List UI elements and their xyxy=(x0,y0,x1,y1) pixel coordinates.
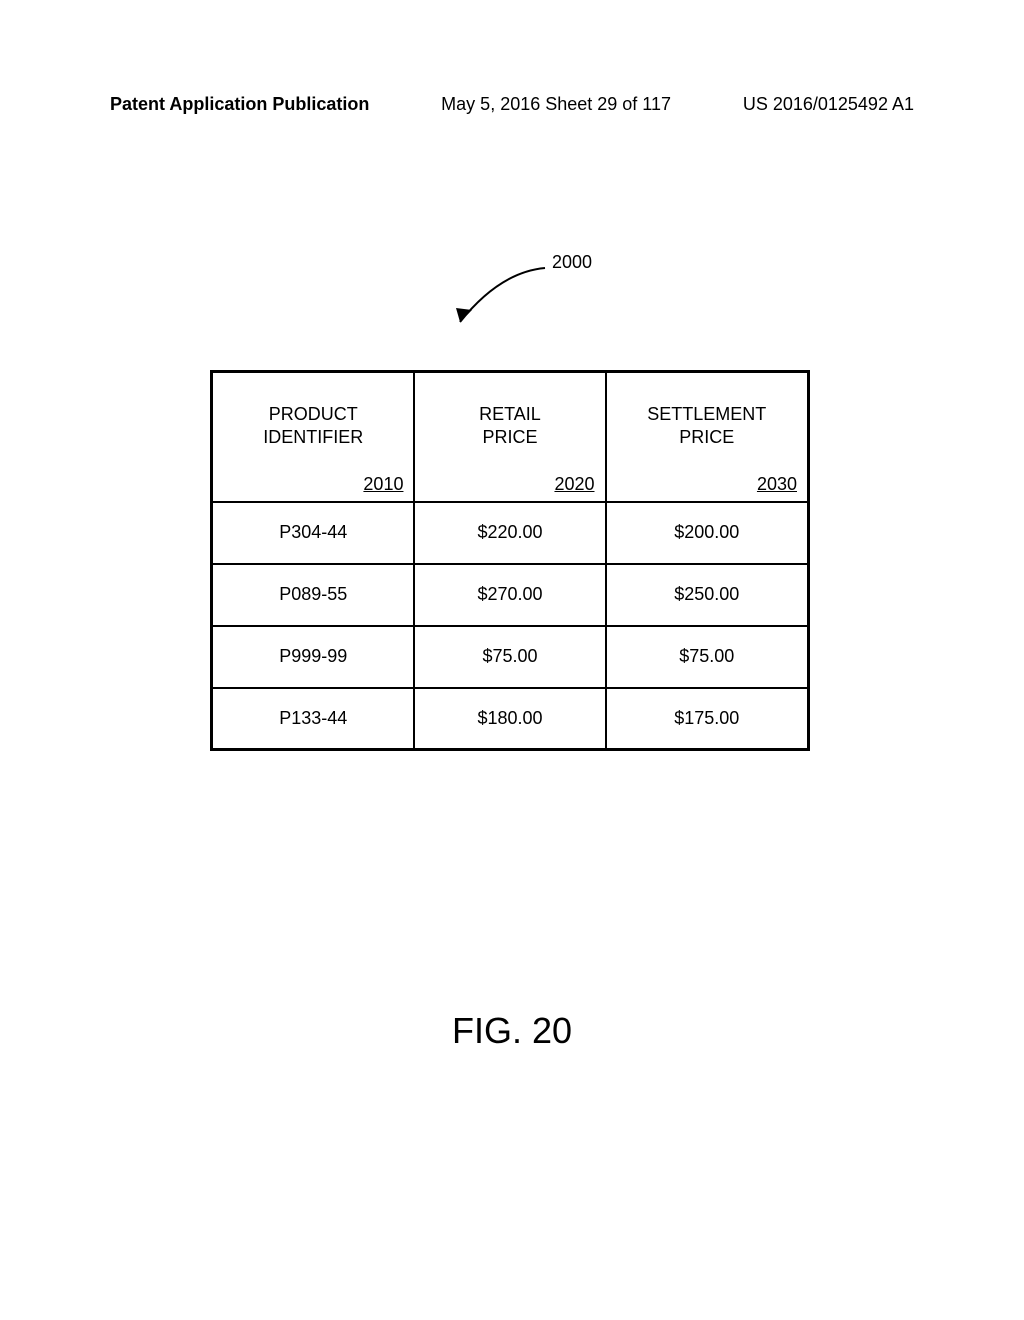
cell-product: P304-44 xyxy=(212,502,415,564)
header-right: US 2016/0125492 A1 xyxy=(743,94,914,115)
figure-caption: FIG. 20 xyxy=(0,1010,1024,1052)
table-header-row: PRODUCT IDENTIFIER 2010 RETAIL PRICE 202… xyxy=(212,372,809,502)
col-title-line: SETTLEMENT xyxy=(647,404,766,424)
table-row: P999-99 $75.00 $75.00 xyxy=(212,626,809,688)
col-title-line: PRODUCT xyxy=(269,404,358,424)
col-title-line: PRICE xyxy=(679,427,734,447)
cell-settlement: $200.00 xyxy=(606,502,809,564)
table-row: P304-44 $220.00 $200.00 xyxy=(212,502,809,564)
table-row: P089-55 $270.00 $250.00 xyxy=(212,564,809,626)
col-title-line: RETAIL xyxy=(479,404,541,424)
table-row: P133-44 $180.00 $175.00 xyxy=(212,688,809,750)
cell-retail: $270.00 xyxy=(414,564,605,626)
col-header-retail: RETAIL PRICE 2020 xyxy=(414,372,605,502)
cell-settlement: $250.00 xyxy=(606,564,809,626)
col-header-settlement: SETTLEMENT PRICE 2030 xyxy=(606,372,809,502)
header-left: Patent Application Publication xyxy=(110,94,369,115)
cell-retail: $220.00 xyxy=(414,502,605,564)
col-refnum: 2010 xyxy=(363,474,403,495)
cell-product: P089-55 xyxy=(212,564,415,626)
reference-number: 2000 xyxy=(552,252,592,273)
cell-retail: $75.00 xyxy=(414,626,605,688)
cell-product: P133-44 xyxy=(212,688,415,750)
price-table: PRODUCT IDENTIFIER 2010 RETAIL PRICE 202… xyxy=(210,370,810,751)
cell-product: P999-99 xyxy=(212,626,415,688)
price-table-container: PRODUCT IDENTIFIER 2010 RETAIL PRICE 202… xyxy=(210,370,810,751)
col-refnum: 2030 xyxy=(757,474,797,495)
col-title-line: PRICE xyxy=(482,427,537,447)
page-header: Patent Application Publication May 5, 20… xyxy=(0,94,1024,115)
header-center: May 5, 2016 Sheet 29 of 117 xyxy=(441,94,671,115)
col-header-product: PRODUCT IDENTIFIER 2010 xyxy=(212,372,415,502)
col-refnum: 2020 xyxy=(554,474,594,495)
cell-settlement: $175.00 xyxy=(606,688,809,750)
col-title-line: IDENTIFIER xyxy=(263,427,363,447)
cell-retail: $180.00 xyxy=(414,688,605,750)
cell-settlement: $75.00 xyxy=(606,626,809,688)
